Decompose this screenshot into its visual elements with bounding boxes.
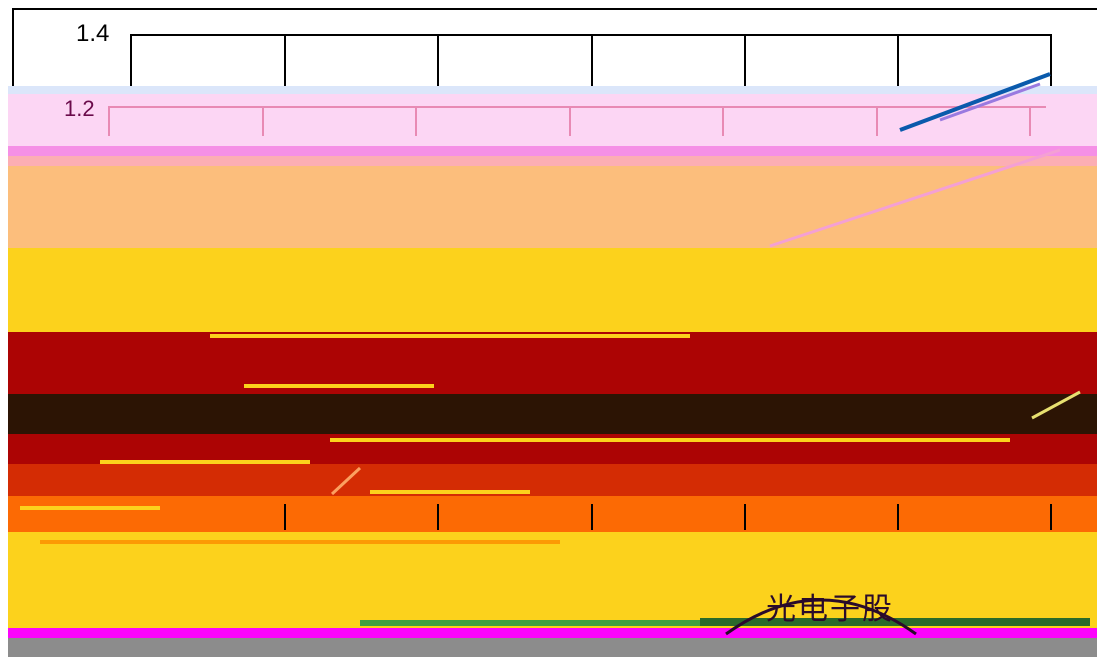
noise-dash (244, 384, 434, 388)
lower-scale-tick (262, 106, 264, 136)
noise-dash (40, 540, 560, 544)
streak-orange (330, 466, 362, 496)
upper-scale-tick (130, 34, 132, 86)
upper-scale-tick (284, 34, 286, 86)
band-peach (8, 166, 1097, 248)
noise-dash (210, 334, 690, 338)
lower-scale-baseline (108, 106, 1046, 108)
lower-scale-tick (876, 106, 878, 136)
lower-scale-tick (569, 106, 571, 136)
streak-pink (769, 148, 1061, 248)
band-magenta (8, 628, 1097, 638)
seal-text: 光电子股 (766, 592, 894, 627)
band-red (8, 332, 1097, 394)
upper-scale-label: 1.4 (76, 20, 110, 47)
band-grey (8, 638, 1097, 657)
lower-tick (897, 504, 899, 530)
left-margin-strip (0, 86, 8, 657)
upper-scale-tick (744, 34, 746, 86)
lower-scale-tick (722, 106, 724, 136)
lower-tick (744, 504, 746, 530)
upper-scale-tick (437, 34, 439, 86)
noise-dash (370, 490, 530, 494)
band-gold-lower (8, 532, 1097, 628)
streak-blue (899, 72, 1051, 132)
noise-dash (100, 460, 310, 464)
upper-scale-tick (897, 34, 899, 86)
lower-scale-tick (415, 106, 417, 136)
seal-arc (725, 598, 917, 636)
band-orange (8, 496, 1097, 532)
band-gold (8, 248, 1097, 332)
lower-tick (1050, 504, 1052, 530)
upper-frame-left-edge (12, 8, 14, 86)
band-salmon (8, 156, 1097, 166)
upper-scale-tick (591, 34, 593, 86)
lower-scale-tick (1029, 106, 1031, 136)
lower-scale-label: 1.2 (64, 96, 95, 121)
noise-dash (20, 506, 160, 510)
band-pink (8, 94, 1097, 146)
upper-scale-tick (1050, 34, 1052, 86)
seal-stamp: 光电子股 (696, 576, 946, 636)
band-magenta-stripe (8, 146, 1097, 156)
lower-tick (284, 504, 286, 530)
streak-purple (939, 82, 1041, 122)
upper-frame-top-edge (12, 8, 1097, 10)
streak-yellow (1031, 390, 1081, 420)
band-light-blue (8, 86, 1097, 94)
noise-dash (330, 438, 1010, 442)
band-dark (8, 394, 1097, 434)
band-orange-red (8, 464, 1097, 496)
lower-scale-tick (108, 106, 110, 136)
lower-tick (437, 504, 439, 530)
lower-tick (591, 504, 593, 530)
